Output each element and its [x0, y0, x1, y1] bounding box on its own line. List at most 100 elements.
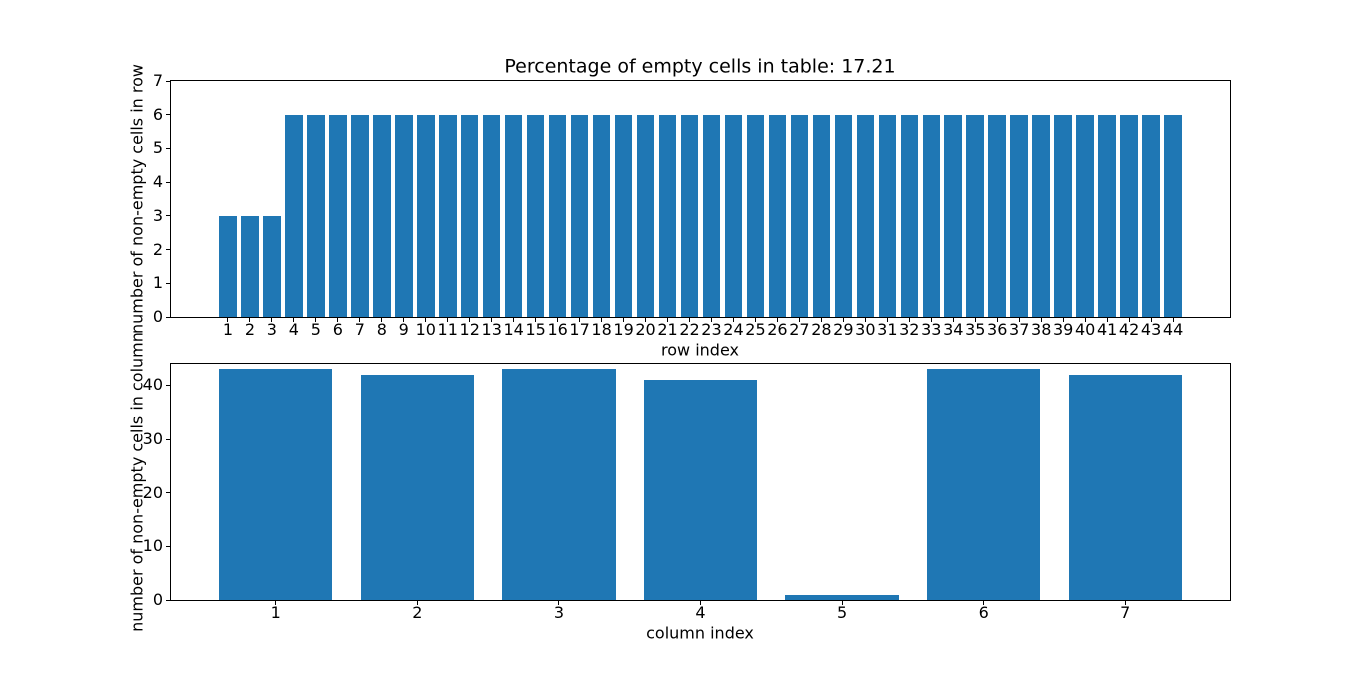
row-chart-y-tick — [166, 181, 170, 183]
column-chart-y-tick — [166, 492, 170, 494]
row-chart-x-tick-label: 17 — [569, 320, 590, 339]
row-chart-x-tick — [776, 318, 778, 322]
column-chart-x-tick-label: 3 — [553, 603, 564, 622]
row-chart-bar — [812, 114, 831, 317]
row-chart-x-tick — [952, 318, 954, 322]
row-chart-x-tick — [535, 318, 537, 322]
row-chart-x-tick — [886, 318, 888, 322]
row-chart-x-tick — [601, 318, 603, 322]
row-chart-bar — [900, 114, 919, 317]
row-chart-y-tick — [166, 215, 170, 217]
row-chart-x-tick-label: 6 — [332, 320, 343, 339]
column-chart-x-tick — [700, 601, 701, 605]
column-chart-bar — [785, 594, 899, 600]
row-chart-x-tick-label: 12 — [459, 320, 480, 339]
row-chart-x-tick-label: 1 — [222, 320, 234, 339]
row-chart-x-tick — [645, 318, 647, 322]
column-chart-bar — [360, 374, 474, 600]
row-chart-y-tick-label: 0 — [152, 307, 163, 326]
row-chart-x-tick-label: 29 — [833, 320, 854, 339]
row-chart-bar — [680, 114, 699, 317]
row-chart-bar — [614, 114, 633, 317]
row-chart-y-tick-label: 2 — [152, 239, 163, 259]
row-chart-x-tick — [359, 318, 361, 322]
row-chart-bar — [856, 114, 875, 317]
row-chart-x-tick — [1018, 318, 1020, 322]
row-chart-x-tick-label: 9 — [398, 320, 409, 339]
row-chart-x-tick — [1172, 318, 1174, 322]
row-chart-bar — [416, 114, 435, 317]
row-chart-x-tick — [403, 318, 405, 322]
row-chart-bar — [724, 114, 743, 317]
row-chart-bar — [548, 114, 567, 317]
row-chart-y-tick-label: 1 — [152, 273, 163, 293]
row-chart-x-tick — [710, 318, 712, 322]
row-chart-y-tick — [166, 316, 170, 318]
row-chart-x-tick-label: 30 — [855, 320, 876, 339]
column-chart-x-tick — [558, 601, 560, 605]
row-chart-x-tick — [996, 318, 998, 322]
row-chart-x-tick — [667, 318, 669, 322]
row-chart-x-tick — [1062, 318, 1064, 322]
row-chart-x-tick-label: 15 — [525, 320, 546, 339]
row-chart-bar — [351, 114, 369, 317]
row-chart-bar — [1054, 114, 1072, 317]
row-chart-bar — [1032, 114, 1050, 317]
row-chart-y-tick-label: 4 — [152, 172, 163, 192]
row-chart-x-tick-label: 24 — [723, 320, 744, 339]
row-chart-x-tick — [469, 318, 471, 322]
row-chart-y-tick — [166, 249, 170, 251]
row-chart-x-tick — [1040, 318, 1042, 322]
row-chart-x-tick — [337, 318, 339, 322]
row-chart-x-tick-label: 2 — [244, 320, 255, 339]
row-chart-x-tick-label: 11 — [437, 320, 458, 339]
row-chart-bar — [636, 114, 655, 317]
row-chart-x-tick — [249, 318, 251, 322]
column-chart-bar — [643, 380, 758, 600]
row-chart-x-tick — [557, 318, 559, 322]
row-chart-bar — [1076, 114, 1094, 317]
row-chart-y-tick — [166, 147, 170, 149]
row-chart-bar — [526, 114, 545, 317]
row-chart-x-tick-label: 21 — [657, 320, 678, 339]
column-chart-x-tick — [1124, 601, 1126, 605]
row-chart-bar — [1098, 114, 1116, 317]
row-chart-x-tick — [1150, 318, 1152, 322]
column-chart-xlabel: column index — [646, 623, 754, 643]
row-chart-bar — [768, 114, 787, 317]
column-chart-x-tick-label: 7 — [1120, 603, 1131, 622]
column-chart-x-tick-label: 4 — [695, 603, 706, 622]
row-chart-bar — [263, 215, 281, 317]
row-chart-x-tick-label: 28 — [811, 320, 832, 339]
row-chart-bar — [482, 114, 501, 317]
row-chart-bar — [702, 114, 721, 317]
row-chart-x-tick-label: 34 — [943, 320, 964, 339]
row-chart-x-tick-label: 13 — [481, 320, 502, 339]
row-chart-x-tick-label: 3 — [266, 320, 277, 339]
column-chart-y-tick-label: 0 — [152, 590, 163, 609]
row-chart-x-tick-label: 18 — [591, 320, 612, 339]
row-chart-bar — [438, 114, 457, 317]
row-chart-bar — [394, 114, 413, 317]
row-chart-bar — [1120, 114, 1138, 317]
row-chart-x-tick — [491, 318, 493, 322]
row-chart-x-tick-label: 22 — [679, 320, 700, 339]
column-chart-x-tick — [275, 601, 277, 605]
row-chart-x-tick-label: 32 — [899, 320, 920, 339]
row-chart-x-tick — [227, 318, 229, 322]
row-chart-x-tick-label: 35 — [965, 320, 986, 339]
row-chart-x-tick-label: 44 — [1162, 320, 1184, 339]
row-chart-x-tick — [1084, 318, 1086, 322]
row-chart-x-tick-label: 27 — [789, 320, 810, 339]
row-chart-bar — [988, 114, 1007, 317]
row-chart-bar — [834, 114, 853, 317]
row-chart-x-tick-label: 10 — [415, 320, 436, 339]
row-chart-x-tick-label: 7 — [354, 320, 365, 339]
row-chart-bar — [570, 114, 589, 317]
row-chart-x-tick-label: 40 — [1074, 320, 1096, 339]
row-chart-x-tick — [732, 318, 734, 322]
row-chart-bar — [922, 114, 941, 317]
column-chart-x-tick — [841, 601, 843, 605]
row-chart-y-tick-label: 6 — [152, 104, 163, 124]
